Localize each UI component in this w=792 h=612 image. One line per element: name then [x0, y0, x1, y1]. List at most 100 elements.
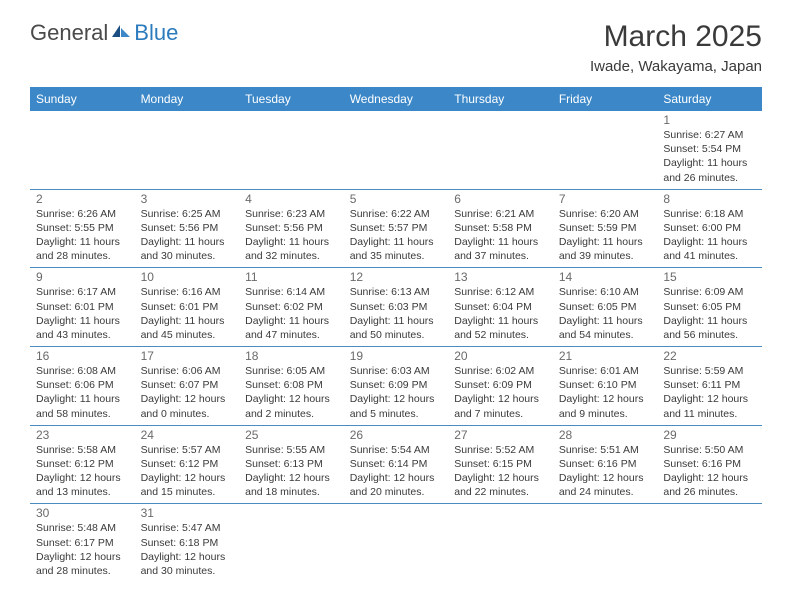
cell-daylight1: Daylight: 12 hours [36, 550, 129, 564]
cell-daylight2: and 30 minutes. [141, 249, 234, 263]
day-number: 29 [663, 428, 756, 442]
cell-sunrise: Sunrise: 5:48 AM [36, 521, 129, 535]
calendar-cell: 7Sunrise: 6:20 AMSunset: 5:59 PMDaylight… [553, 189, 658, 268]
cell-sunset: Sunset: 5:57 PM [350, 221, 443, 235]
cell-sunset: Sunset: 6:11 PM [663, 378, 756, 392]
calendar-cell: 10Sunrise: 6:16 AMSunset: 6:01 PMDayligh… [135, 268, 240, 347]
cell-sunrise: Sunrise: 6:23 AM [245, 207, 338, 221]
calendar-cell: 11Sunrise: 6:14 AMSunset: 6:02 PMDayligh… [239, 268, 344, 347]
day-number: 12 [350, 270, 443, 284]
calendar-table: Sunday Monday Tuesday Wednesday Thursday… [30, 87, 762, 582]
cell-sunrise: Sunrise: 6:13 AM [350, 285, 443, 299]
cell-daylight2: and 45 minutes. [141, 328, 234, 342]
cell-daylight1: Daylight: 11 hours [141, 235, 234, 249]
calendar-cell: 16Sunrise: 6:08 AMSunset: 6:06 PMDayligh… [30, 347, 135, 426]
cell-sunset: Sunset: 5:55 PM [36, 221, 129, 235]
cell-sunset: Sunset: 6:09 PM [454, 378, 547, 392]
day-number: 17 [141, 349, 234, 363]
cell-sunrise: Sunrise: 6:06 AM [141, 364, 234, 378]
calendar-cell [553, 111, 658, 189]
cell-daylight2: and 35 minutes. [350, 249, 443, 263]
cell-sunset: Sunset: 6:15 PM [454, 457, 547, 471]
day-number: 11 [245, 270, 338, 284]
cell-daylight2: and 28 minutes. [36, 249, 129, 263]
cell-sunset: Sunset: 6:13 PM [245, 457, 338, 471]
cell-sunset: Sunset: 5:58 PM [454, 221, 547, 235]
day-number: 4 [245, 192, 338, 206]
cell-sunset: Sunset: 5:59 PM [559, 221, 652, 235]
logo-text-dark: General [30, 20, 108, 46]
cell-sunrise: Sunrise: 5:50 AM [663, 443, 756, 457]
day-number: 28 [559, 428, 652, 442]
cell-daylight1: Daylight: 11 hours [559, 314, 652, 328]
day-number: 20 [454, 349, 547, 363]
calendar-week-row: 2Sunrise: 6:26 AMSunset: 5:55 PMDaylight… [30, 189, 762, 268]
day-number: 31 [141, 506, 234, 520]
cell-daylight2: and 2 minutes. [245, 407, 338, 421]
cell-sunrise: Sunrise: 6:12 AM [454, 285, 547, 299]
day-number: 24 [141, 428, 234, 442]
cell-daylight1: Daylight: 12 hours [454, 392, 547, 406]
day-header: Monday [135, 87, 240, 111]
cell-daylight2: and 41 minutes. [663, 249, 756, 263]
day-number: 15 [663, 270, 756, 284]
cell-sunset: Sunset: 6:02 PM [245, 300, 338, 314]
day-number: 6 [454, 192, 547, 206]
cell-daylight2: and 37 minutes. [454, 249, 547, 263]
cell-daylight1: Daylight: 11 hours [663, 156, 756, 170]
calendar-cell [239, 111, 344, 189]
cell-daylight1: Daylight: 11 hours [245, 235, 338, 249]
cell-daylight2: and 0 minutes. [141, 407, 234, 421]
cell-sunrise: Sunrise: 5:58 AM [36, 443, 129, 457]
cell-daylight2: and 22 minutes. [454, 485, 547, 499]
cell-daylight2: and 20 minutes. [350, 485, 443, 499]
cell-daylight2: and 15 minutes. [141, 485, 234, 499]
cell-daylight2: and 56 minutes. [663, 328, 756, 342]
calendar-cell [30, 111, 135, 189]
cell-daylight1: Daylight: 12 hours [141, 392, 234, 406]
logo-text-blue: Blue [134, 20, 178, 46]
cell-daylight2: and 26 minutes. [663, 485, 756, 499]
calendar-cell: 19Sunrise: 6:03 AMSunset: 6:09 PMDayligh… [344, 347, 449, 426]
calendar-cell [553, 504, 658, 582]
day-number: 8 [663, 192, 756, 206]
calendar-cell: 23Sunrise: 5:58 AMSunset: 6:12 PMDayligh… [30, 425, 135, 504]
cell-daylight1: Daylight: 11 hours [663, 235, 756, 249]
calendar-cell [448, 504, 553, 582]
cell-daylight1: Daylight: 11 hours [454, 314, 547, 328]
cell-daylight1: Daylight: 11 hours [350, 314, 443, 328]
header: General Blue March 2025 Iwade, Wakayama,… [30, 20, 762, 75]
cell-sunset: Sunset: 6:03 PM [350, 300, 443, 314]
day-number: 18 [245, 349, 338, 363]
cell-daylight2: and 32 minutes. [245, 249, 338, 263]
cell-daylight1: Daylight: 12 hours [454, 471, 547, 485]
cell-sunrise: Sunrise: 6:20 AM [559, 207, 652, 221]
day-number: 13 [454, 270, 547, 284]
cell-sunrise: Sunrise: 5:59 AM [663, 364, 756, 378]
day-header: Wednesday [344, 87, 449, 111]
calendar-cell: 28Sunrise: 5:51 AMSunset: 6:16 PMDayligh… [553, 425, 658, 504]
calendar-cell: 21Sunrise: 6:01 AMSunset: 6:10 PMDayligh… [553, 347, 658, 426]
day-header-row: Sunday Monday Tuesday Wednesday Thursday… [30, 87, 762, 111]
cell-sunset: Sunset: 5:56 PM [141, 221, 234, 235]
cell-daylight1: Daylight: 12 hours [559, 392, 652, 406]
cell-sunrise: Sunrise: 6:26 AM [36, 207, 129, 221]
cell-daylight2: and 13 minutes. [36, 485, 129, 499]
calendar-cell: 12Sunrise: 6:13 AMSunset: 6:03 PMDayligh… [344, 268, 449, 347]
cell-sunrise: Sunrise: 5:55 AM [245, 443, 338, 457]
cell-sunset: Sunset: 6:16 PM [559, 457, 652, 471]
cell-daylight1: Daylight: 12 hours [559, 471, 652, 485]
cell-sunrise: Sunrise: 5:57 AM [141, 443, 234, 457]
calendar-cell: 27Sunrise: 5:52 AMSunset: 6:15 PMDayligh… [448, 425, 553, 504]
calendar-cell: 18Sunrise: 6:05 AMSunset: 6:08 PMDayligh… [239, 347, 344, 426]
cell-sunrise: Sunrise: 6:25 AM [141, 207, 234, 221]
calendar-cell: 14Sunrise: 6:10 AMSunset: 6:05 PMDayligh… [553, 268, 658, 347]
calendar-cell: 3Sunrise: 6:25 AMSunset: 5:56 PMDaylight… [135, 189, 240, 268]
cell-daylight1: Daylight: 12 hours [245, 392, 338, 406]
cell-sunrise: Sunrise: 6:05 AM [245, 364, 338, 378]
calendar-cell: 29Sunrise: 5:50 AMSunset: 6:16 PMDayligh… [657, 425, 762, 504]
calendar-week-row: 9Sunrise: 6:17 AMSunset: 6:01 PMDaylight… [30, 268, 762, 347]
cell-daylight1: Daylight: 12 hours [141, 471, 234, 485]
cell-daylight2: and 5 minutes. [350, 407, 443, 421]
cell-sunset: Sunset: 6:09 PM [350, 378, 443, 392]
